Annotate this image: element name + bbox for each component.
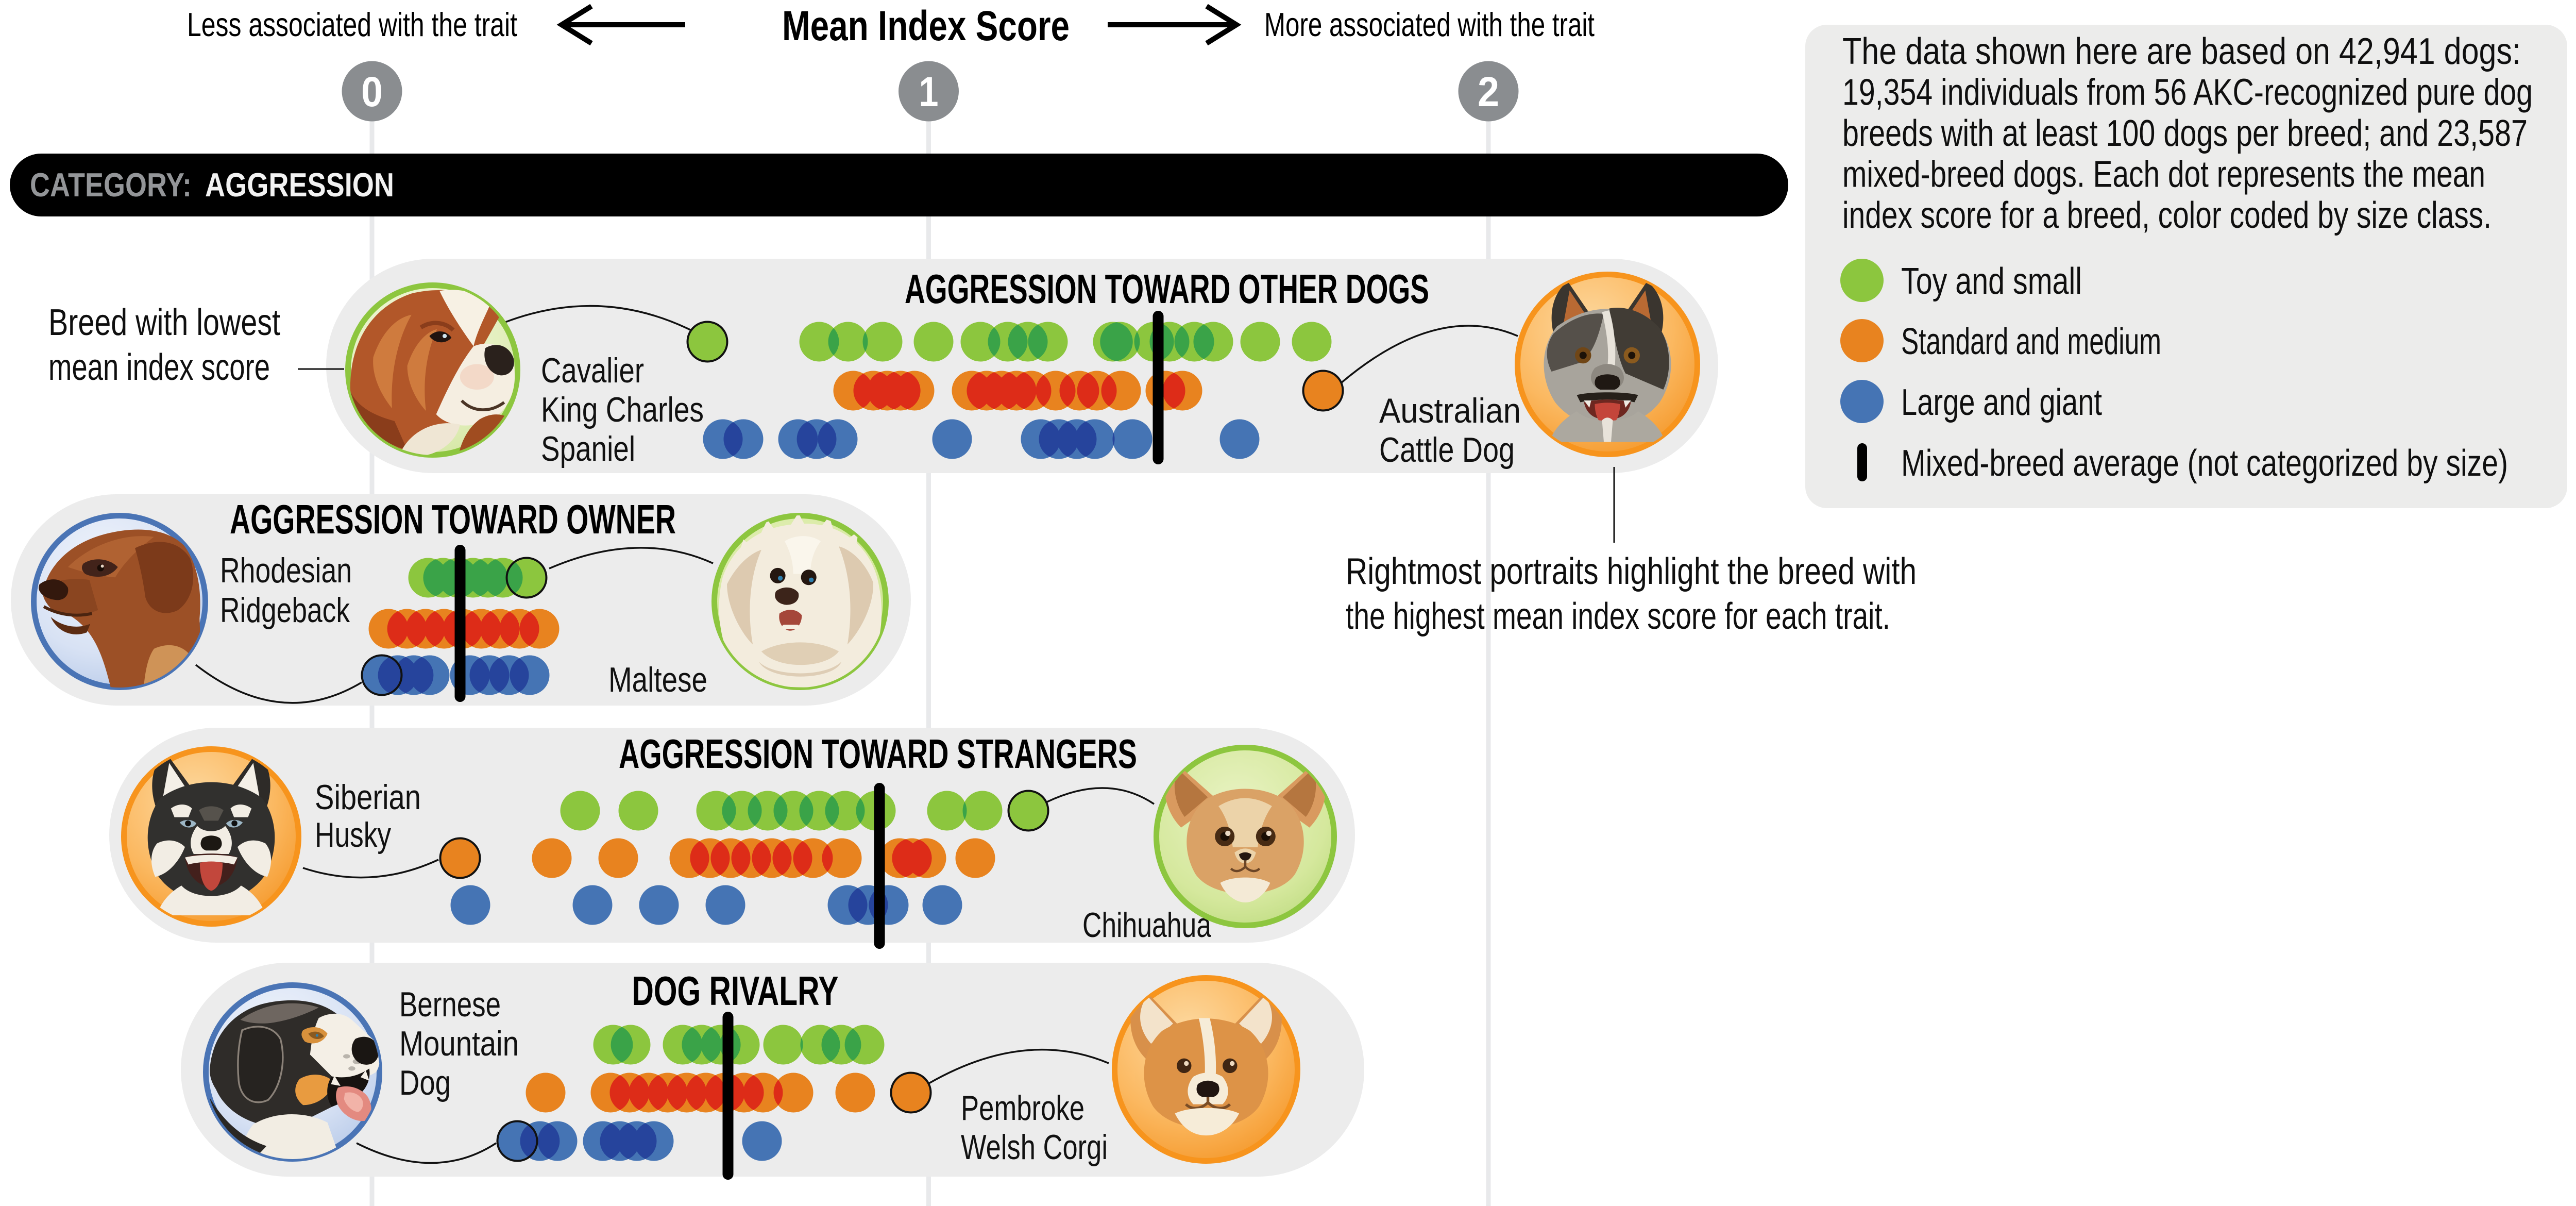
svg-text:CATEGORY:: CATEGORY: — [30, 166, 192, 204]
svg-text:Rhodesian: Rhodesian — [220, 551, 352, 590]
svg-text:AGGRESSION: AGGRESSION — [205, 166, 394, 204]
svg-text:Husky: Husky — [315, 815, 391, 855]
svg-text:Breed with lowest: Breed with lowest — [48, 302, 280, 343]
svg-text:19,354 individuals from 56 AKC: 19,354 individuals from 56 AKC-recognize… — [1842, 72, 2533, 113]
svg-text:AGGRESSION TOWARD STRANGERS: AGGRESSION TOWARD STRANGERS — [619, 731, 1137, 777]
svg-text:1: 1 — [919, 69, 939, 115]
svg-text:Large and giant: Large and giant — [1901, 382, 2102, 423]
svg-text:mean index score: mean index score — [48, 347, 270, 388]
svg-text:Cavalier: Cavalier — [541, 351, 644, 390]
svg-text:DOG RIVALRY: DOG RIVALRY — [632, 968, 839, 1014]
svg-text:breeds with at least 100 dogs: breeds with at least 100 dogs per breed;… — [1842, 113, 2528, 154]
svg-text:Cattle Dog: Cattle Dog — [1379, 430, 1515, 470]
svg-text:mixed-breed dogs. Each dot rep: mixed-breed dogs. Each dot represents th… — [1842, 154, 2485, 195]
svg-text:0: 0 — [361, 69, 383, 115]
svg-text:2: 2 — [1478, 69, 1499, 115]
svg-text:Maltese: Maltese — [608, 660, 707, 699]
svg-text:Australian: Australian — [1379, 391, 1521, 430]
svg-text:Less associated with the trait: Less associated with the trait — [187, 6, 517, 43]
svg-text:Mean Index Score: Mean Index Score — [782, 3, 1070, 49]
svg-text:Bernese: Bernese — [399, 985, 501, 1024]
svg-text:Dog: Dog — [399, 1063, 451, 1102]
svg-text:Standard and medium: Standard and medium — [1901, 321, 2161, 362]
svg-text:Ridgeback: Ridgeback — [220, 591, 350, 630]
svg-text:More associated with the trait: More associated with the trait — [1264, 6, 1595, 43]
svg-text:Siberian: Siberian — [315, 778, 421, 817]
svg-text:The data shown here are based: The data shown here are based on 42,941 … — [1842, 31, 2521, 72]
svg-text:Toy and small: Toy and small — [1901, 261, 2082, 302]
svg-text:Chihuahua: Chihuahua — [1082, 906, 1211, 945]
svg-text:Rightmost portraits highlight: Rightmost portraits highlight the breed … — [1346, 551, 1917, 592]
svg-text:index score for a breed, color: index score for a breed, color coded by … — [1842, 195, 2492, 236]
svg-text:Mixed-breed average (not categ: Mixed-breed average (not categorized by … — [1901, 443, 2508, 484]
svg-text:Welsh Corgi: Welsh Corgi — [961, 1128, 1108, 1167]
svg-text:King Charles: King Charles — [541, 390, 704, 429]
svg-text:Pembroke: Pembroke — [961, 1088, 1084, 1128]
svg-text:Mountain: Mountain — [399, 1024, 519, 1063]
svg-text:the highest mean index score f: the highest mean index score for each tr… — [1346, 596, 1890, 637]
svg-text:Spaniel: Spaniel — [541, 429, 635, 468]
svg-text:AGGRESSION TOWARD OWNER: AGGRESSION TOWARD OWNER — [230, 496, 676, 542]
svg-text:AGGRESSION TOWARD OTHER DOGS: AGGRESSION TOWARD OTHER DOGS — [905, 266, 1429, 312]
